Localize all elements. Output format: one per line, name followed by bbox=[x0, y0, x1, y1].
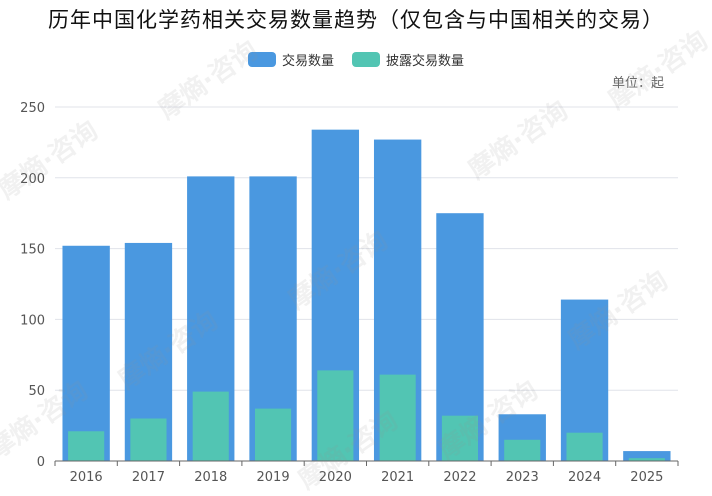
y-tick-label: 150 bbox=[20, 243, 45, 258]
legend: 交易数量 披露交易数量 bbox=[0, 50, 712, 69]
legend-swatch-series2 bbox=[352, 52, 380, 67]
bar-series1 bbox=[62, 245, 110, 461]
y-tick-label: 0 bbox=[37, 455, 45, 470]
legend-item-series1[interactable]: 交易数量 bbox=[247, 50, 334, 69]
bar-series1 bbox=[623, 451, 671, 461]
x-tick-label: 2022 bbox=[443, 470, 476, 485]
x-tick-label: 2017 bbox=[132, 470, 165, 485]
x-tick-label: 2021 bbox=[381, 470, 414, 485]
x-tick-label: 2023 bbox=[506, 470, 539, 485]
legend-item-series2[interactable]: 披露交易数量 bbox=[352, 50, 464, 69]
bar-series2 bbox=[628, 458, 665, 461]
legend-swatch-series1 bbox=[247, 52, 276, 67]
x-tick-label: 2024 bbox=[568, 470, 601, 485]
bar-series2 bbox=[441, 415, 479, 461]
legend-label-series2: 披露交易数量 bbox=[386, 54, 465, 69]
bar-series2 bbox=[379, 374, 416, 461]
unit-label: 单位：起 bbox=[611, 76, 664, 91]
y-tick-label: 50 bbox=[28, 384, 45, 399]
bar-series2 bbox=[566, 432, 603, 461]
chart-title: 历年中国化学药相关交易数量趋势（仅包含与中国相关的交易） bbox=[48, 8, 664, 32]
x-tick-label: 2020 bbox=[319, 470, 352, 485]
x-tick-label: 2018 bbox=[194, 470, 227, 485]
x-tick-label: 2016 bbox=[70, 470, 103, 485]
bar-series2 bbox=[192, 391, 229, 461]
bar-series2 bbox=[317, 370, 354, 461]
bar-series2 bbox=[504, 439, 541, 461]
y-tick-label: 100 bbox=[20, 313, 45, 328]
bar-series2 bbox=[130, 418, 167, 461]
y-tick-label: 250 bbox=[20, 101, 45, 116]
y-tick-label: 200 bbox=[20, 172, 45, 187]
bar-series2 bbox=[254, 408, 292, 461]
bar-series2 bbox=[68, 431, 105, 461]
x-tick-label: 2019 bbox=[257, 470, 290, 485]
x-tick-label: 2025 bbox=[630, 470, 663, 485]
legend-label-series1: 交易数量 bbox=[281, 54, 334, 69]
